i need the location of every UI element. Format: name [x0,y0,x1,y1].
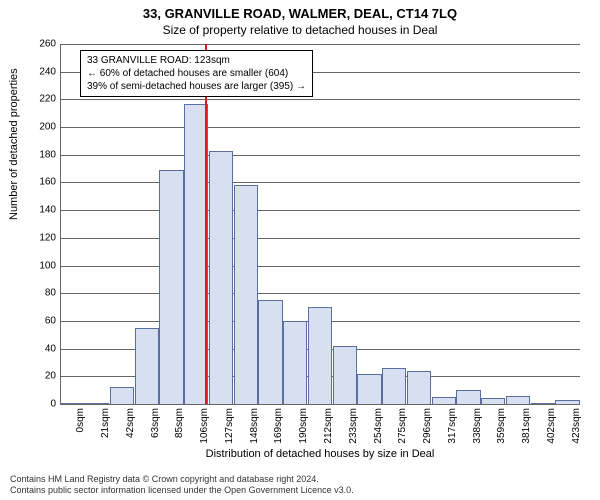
property-marker-line [205,44,207,404]
gridline [60,182,580,183]
gridline [60,127,580,128]
y-tick-label: 60 [26,315,56,326]
y-tick-label: 220 [26,94,56,105]
x-axis-line [60,404,580,405]
y-tick-label: 0 [26,399,56,410]
y-tick-label: 160 [26,177,56,188]
x-tick-label: 63sqm [150,408,161,438]
y-tick-label: 240 [26,66,56,77]
y-tick-label: 100 [26,260,56,271]
y-axis-line [60,44,61,404]
chart-title-main: 33, GRANVILLE ROAD, WALMER, DEAL, CT14 7… [0,0,600,21]
histogram-bar [135,328,159,404]
x-tick-label: 402sqm [546,408,557,444]
x-tick-label: 85sqm [174,408,185,438]
x-tick-label: 190sqm [298,408,309,444]
x-tick-label: 21sqm [100,408,111,438]
histogram-bar [258,300,282,404]
x-tick-label: 212sqm [323,408,334,444]
histogram-bar [159,170,183,404]
info-box-line: 39% of semi-detached houses are larger (… [87,80,306,93]
gridline [60,210,580,211]
gridline [60,293,580,294]
histogram-bar [357,374,381,404]
y-tick-label: 200 [26,122,56,133]
histogram-bar [456,390,480,404]
x-tick-label: 254sqm [373,408,384,444]
x-axis-label: Distribution of detached houses by size … [60,448,580,460]
chart-plot-area: 33 GRANVILLE ROAD: 123sqm← 60% of detach… [60,44,580,404]
x-tick-label: 106sqm [199,408,210,444]
y-tick-label: 120 [26,232,56,243]
footer-attribution: Contains HM Land Registry data © Crown c… [10,474,354,496]
x-tick-label: 233sqm [348,408,359,444]
histogram-bar [407,371,431,404]
histogram-bar [209,151,233,404]
x-tick-label: 338sqm [472,408,483,444]
y-tick-label: 260 [26,39,56,50]
x-tick-label: 359sqm [496,408,507,444]
gridline [60,99,580,100]
histogram-bar [308,307,332,404]
y-axis-label: Number of detached properties [8,68,20,220]
gridline [60,238,580,239]
info-box-line: ← 60% of detached houses are smaller (60… [87,67,306,80]
gridline [60,266,580,267]
footer-line-2: Contains public sector information licen… [10,485,354,496]
x-tick-label: 381sqm [521,408,532,444]
x-tick-label: 296sqm [422,408,433,444]
x-tick-label: 0sqm [75,408,86,432]
footer-line-1: Contains HM Land Registry data © Crown c… [10,474,354,485]
x-tick-label: 148sqm [249,408,260,444]
y-tick-label: 80 [26,288,56,299]
y-tick-label: 20 [26,371,56,382]
histogram-bar [234,185,258,404]
y-tick-label: 140 [26,205,56,216]
x-tick-label: 275sqm [397,408,408,444]
y-tick-label: 180 [26,149,56,160]
y-tick-label: 40 [26,343,56,354]
histogram-bar [110,387,134,404]
x-tick-label: 169sqm [273,408,284,444]
property-info-box: 33 GRANVILLE ROAD: 123sqm← 60% of detach… [80,50,313,97]
x-tick-label: 317sqm [447,408,458,444]
histogram-bar [382,368,406,404]
histogram-bar [333,346,357,404]
histogram-bar [432,397,456,404]
info-box-line: 33 GRANVILLE ROAD: 123sqm [87,54,306,67]
x-tick-label: 423sqm [571,408,582,444]
gridline [60,44,580,45]
histogram-bar [283,321,307,404]
chart-title-sub: Size of property relative to detached ho… [0,21,600,37]
x-tick-label: 42sqm [125,408,136,438]
gridline [60,155,580,156]
x-tick-label: 127sqm [224,408,235,444]
histogram-bar [506,396,530,404]
